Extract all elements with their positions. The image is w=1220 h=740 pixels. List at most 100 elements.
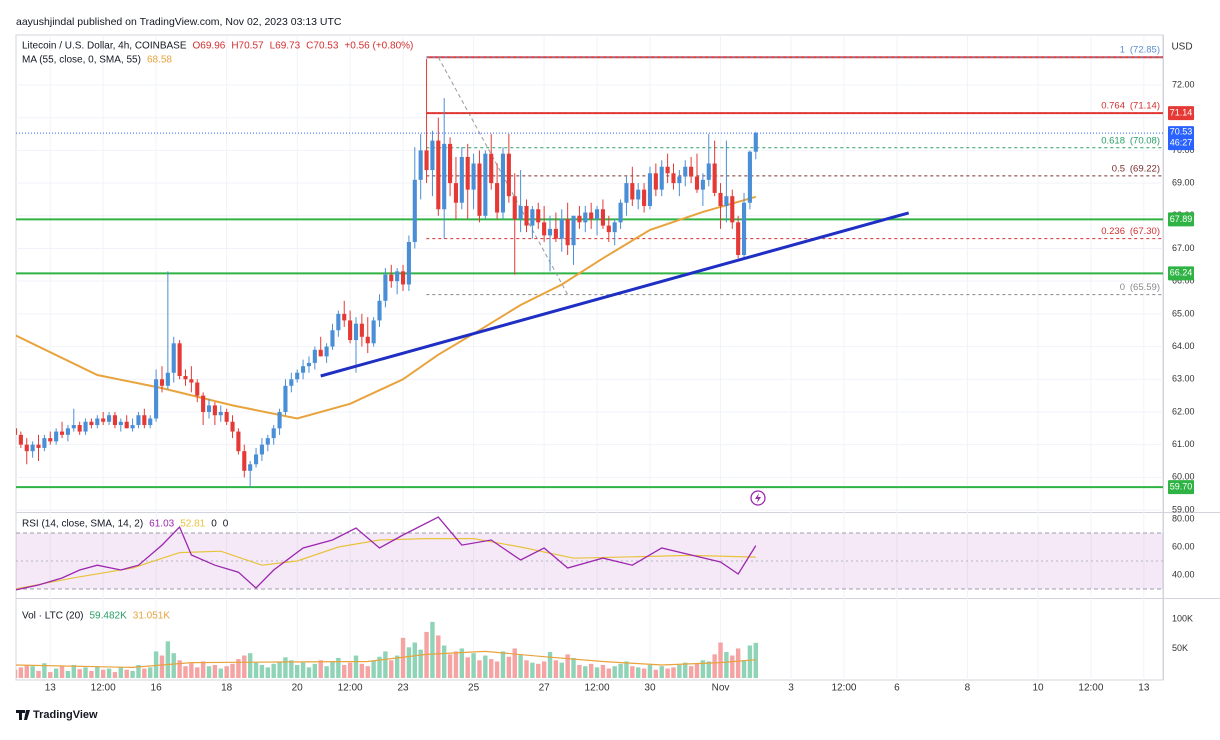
level-label: 67.89 xyxy=(1170,214,1193,224)
volume-bar xyxy=(212,665,218,678)
candle-body xyxy=(453,183,459,203)
volume-bar xyxy=(124,669,129,678)
candle-body xyxy=(706,163,711,180)
x-tick-label: 10 xyxy=(1032,683,1044,694)
volume-bar xyxy=(688,666,694,678)
candle-body xyxy=(136,415,141,426)
volume-bar xyxy=(400,637,406,678)
volume-bar xyxy=(183,666,188,678)
x-tick-label: 12:00 xyxy=(338,683,363,694)
volume-bar xyxy=(524,660,529,678)
ohlc-value: C70.53 xyxy=(306,41,339,52)
y-tick-label: 69.00 xyxy=(1172,177,1195,187)
candle-body xyxy=(577,215,582,223)
volume-bar xyxy=(412,642,417,678)
volume-bar xyxy=(148,667,153,678)
candle-body xyxy=(683,166,688,177)
volume-bar xyxy=(294,665,300,678)
rsi-band xyxy=(16,533,1163,590)
volume-bar xyxy=(659,666,664,678)
candle-body xyxy=(483,153,488,216)
level-label: 66.24 xyxy=(1170,268,1193,278)
candle-body xyxy=(359,323,364,337)
candle-body xyxy=(400,271,406,285)
fib-level: 0.5 xyxy=(1112,163,1125,174)
candle-body xyxy=(248,464,253,471)
candle-body xyxy=(612,222,617,233)
candle-body xyxy=(195,382,200,396)
volume-bar xyxy=(189,663,194,678)
candle-body xyxy=(342,313,347,321)
candle-body xyxy=(559,219,564,239)
volume-bar xyxy=(453,651,459,678)
ohlc-value: L69.73 xyxy=(270,41,301,52)
volume-bar xyxy=(389,660,394,678)
volume-bar xyxy=(18,667,24,678)
volume-bar xyxy=(647,665,653,678)
volume-bar xyxy=(618,663,623,678)
volume-bar xyxy=(42,663,47,678)
candle-body xyxy=(154,379,159,419)
candle-body xyxy=(495,183,500,213)
candle-body xyxy=(424,150,429,171)
candle-body xyxy=(312,349,317,363)
candle-body xyxy=(600,209,605,226)
candle-body xyxy=(377,300,382,321)
candle-body xyxy=(230,421,235,432)
ma-value: 68.58 xyxy=(147,55,172,66)
candle-body xyxy=(518,205,523,220)
volume-bar xyxy=(636,667,641,678)
x-tick-label: 12:00 xyxy=(91,683,116,694)
volume-bar xyxy=(118,667,124,678)
candle-body xyxy=(436,140,441,210)
volume-bar xyxy=(224,666,229,678)
volume-bar xyxy=(306,667,312,678)
volume-bar xyxy=(106,668,112,678)
chart-title: Litecoin / U.S. Dollar, 4h, COINBASE xyxy=(22,41,187,52)
volume-bar xyxy=(218,668,223,678)
candle-body xyxy=(524,205,529,226)
volume-label: Vol · LTC (20) xyxy=(22,611,84,622)
volume-bar xyxy=(112,672,118,678)
x-tick-label: 18 xyxy=(221,683,233,694)
volume-bar xyxy=(159,655,165,678)
level-box xyxy=(1168,106,1194,121)
candle-body xyxy=(148,418,153,426)
currency: USD xyxy=(1171,42,1192,53)
x-tick-label: Nov xyxy=(712,683,730,694)
volume-bar xyxy=(459,648,465,678)
volume-bar xyxy=(71,665,76,678)
volume-bar xyxy=(447,654,453,678)
volume-bar xyxy=(500,651,506,678)
volume-bar xyxy=(518,654,523,678)
volume-ma-value: 31.051K xyxy=(133,611,171,622)
x-tick-label: 8 xyxy=(965,683,971,694)
volume-bar xyxy=(489,659,494,678)
volume-bar xyxy=(277,661,282,678)
volume-bar xyxy=(77,669,82,678)
candle-body xyxy=(553,228,558,239)
candle-body xyxy=(212,405,217,416)
volume-bar xyxy=(577,665,582,678)
fib-level: 0.236 xyxy=(1101,226,1125,237)
volume-bar xyxy=(588,663,594,678)
candle-body xyxy=(236,431,241,452)
volume-bar xyxy=(383,651,388,678)
candle-body xyxy=(77,425,82,432)
candle-body xyxy=(689,166,694,177)
candle-body xyxy=(477,163,482,216)
candle-body xyxy=(159,379,165,386)
candle-body xyxy=(718,192,723,206)
volume-bar xyxy=(477,660,482,678)
volume-bar xyxy=(153,651,159,678)
candle-body xyxy=(741,202,747,256)
candle-body xyxy=(489,153,494,184)
rsi-value: 61.03 xyxy=(149,519,174,530)
candle-body xyxy=(18,434,23,445)
fib-price: (70.08) xyxy=(1130,135,1160,146)
candle-body xyxy=(412,179,417,242)
event-icon xyxy=(750,490,766,506)
candle-body xyxy=(736,222,741,256)
candle-body xyxy=(506,153,511,197)
ma-label: MA (55, close, 0, SMA, 55) xyxy=(22,55,141,66)
